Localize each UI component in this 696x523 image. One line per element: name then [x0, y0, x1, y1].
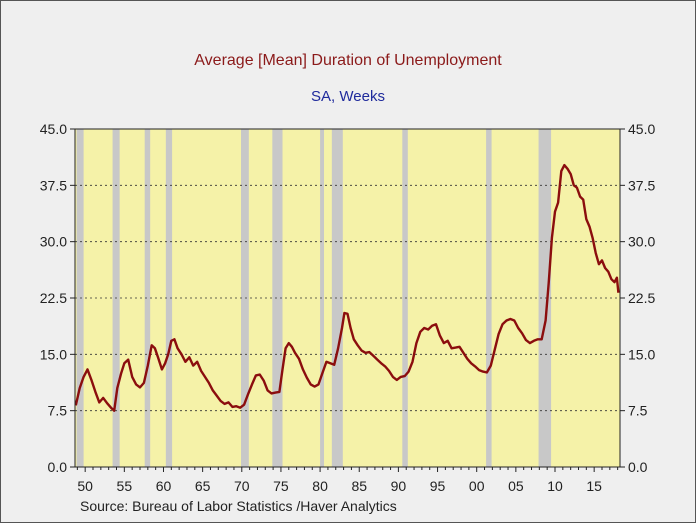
y-tick-label-left: 37.5 — [40, 177, 67, 193]
recession-band — [320, 129, 325, 467]
y-tick-label-right: 22.5 — [628, 290, 655, 306]
x-tick-label: 70 — [234, 478, 250, 494]
x-tick-label: 65 — [195, 478, 211, 494]
source-note: Source: Bureau of Labor Statistics /Have… — [80, 498, 397, 514]
chart-subtitle: SA, Weeks — [311, 88, 385, 105]
x-tick-label: 55 — [117, 478, 133, 494]
y-tick-label-left: 45.0 — [40, 121, 67, 137]
y-tick-label-right: 15.0 — [628, 346, 655, 362]
x-tick-label: 90 — [391, 478, 407, 494]
x-tick-label: 15 — [586, 478, 602, 494]
x-tick-label: 00 — [469, 478, 485, 494]
x-tick-label: 10 — [547, 478, 563, 494]
recession-band — [538, 129, 552, 467]
y-tick-label-right: 45.0 — [628, 121, 655, 137]
y-tick-label-left: 22.5 — [40, 290, 67, 306]
y-tick-label-right: 30.0 — [628, 234, 655, 250]
y-tick-label-left: 0.0 — [48, 459, 68, 475]
series-line — [74, 163, 620, 412]
y-tick-label-left: 15.0 — [40, 346, 67, 362]
recession-band — [241, 129, 249, 467]
recession-band — [331, 129, 343, 467]
recession-band — [272, 129, 283, 467]
x-tick-label: 85 — [351, 478, 367, 494]
recession-band — [144, 129, 151, 467]
y-tick-label-right: 37.5 — [628, 177, 655, 193]
y-tick-label-right: 0.0 — [628, 459, 648, 475]
recession-band — [165, 129, 173, 467]
plot-area — [74, 129, 620, 467]
recession-band — [486, 129, 492, 467]
y-tick-label-left: 7.5 — [48, 403, 68, 419]
x-tick-label: 80 — [312, 478, 328, 494]
x-tick-label: 95 — [430, 478, 446, 494]
x-tick-label: 75 — [273, 478, 289, 494]
x-tick-label: 05 — [508, 478, 524, 494]
x-tick-label: 60 — [156, 478, 172, 494]
chart-title: Average [Mean] Duration of Unemployment — [194, 52, 502, 69]
y-tick-label-left: 30.0 — [40, 234, 67, 250]
x-tick-label: 50 — [77, 478, 93, 494]
y-tick-label-right: 7.5 — [628, 403, 648, 419]
axes: 0.0 0.0 7.5 7.5 15.0 15.0 22.5 22.5 30.0 30.0 37.5… — [40, 121, 656, 494]
